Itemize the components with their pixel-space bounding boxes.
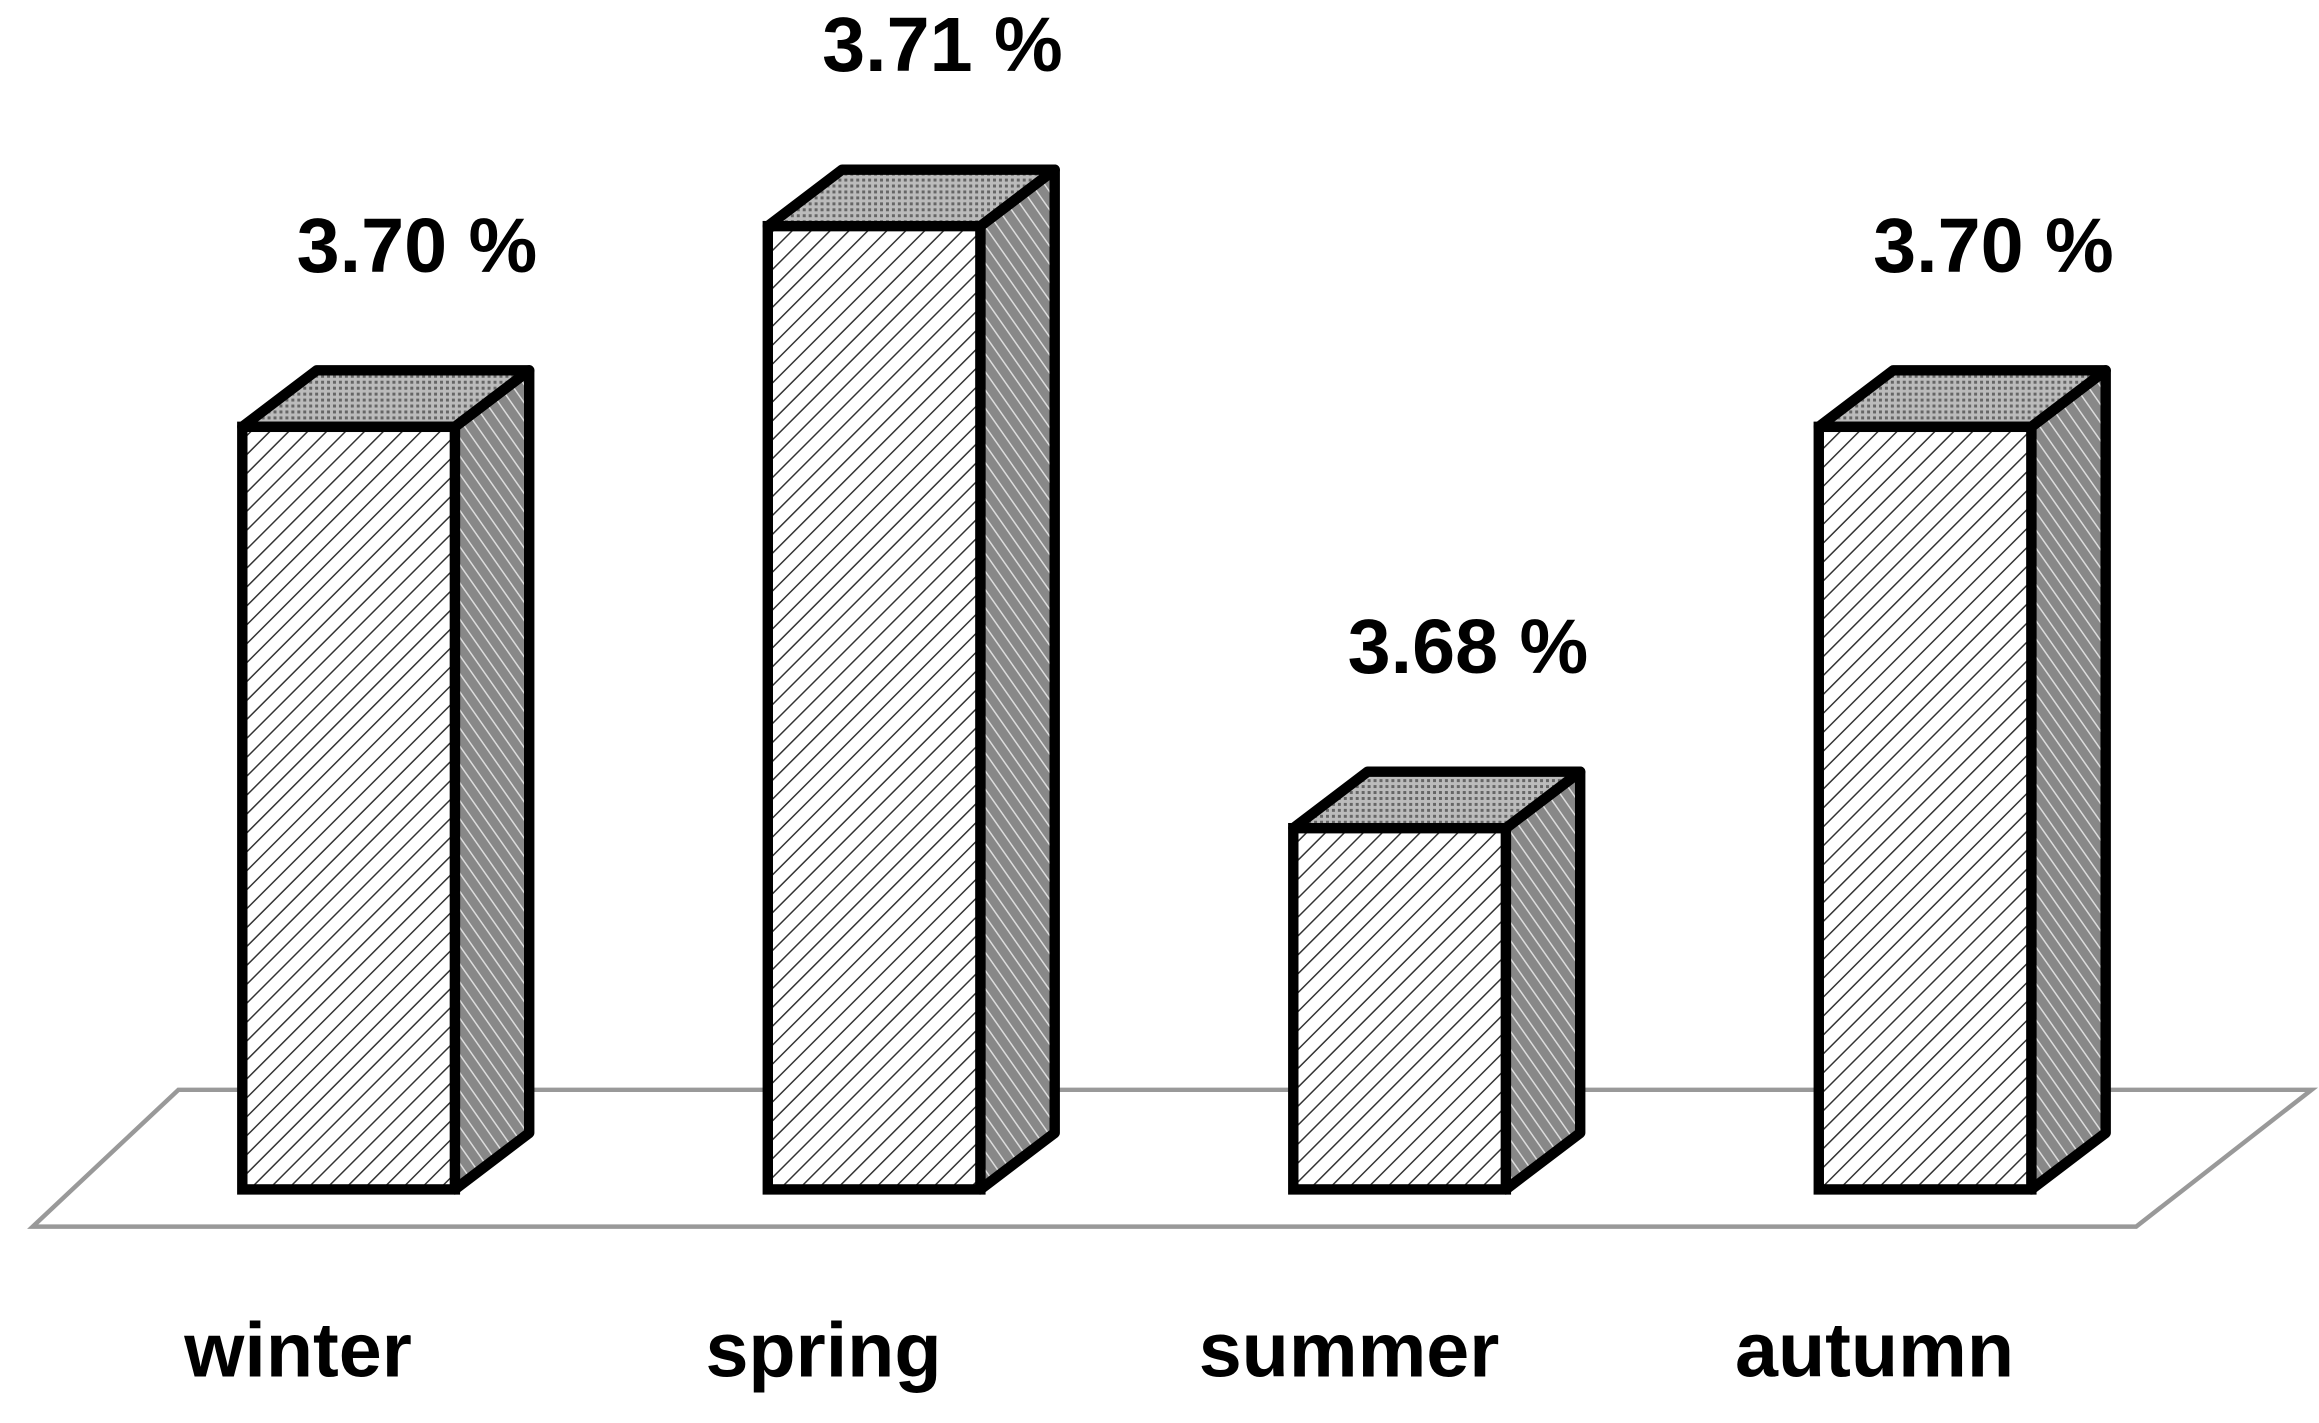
x-tick-label: summer — [1199, 1307, 1500, 1393]
value-label: 3.70 % — [1873, 203, 2114, 289]
value-label: 3.71 % — [822, 2, 1063, 88]
x-tick-label: winter — [183, 1307, 412, 1393]
bar-side — [449, 365, 535, 1195]
bar — [1288, 822, 1512, 1195]
value-label: 3.70 % — [297, 203, 538, 289]
bar-side — [975, 164, 1060, 1195]
bar-side — [1500, 766, 1586, 1195]
bar-side — [2026, 365, 2111, 1195]
floor — [27, 1087, 2319, 1229]
bar — [1813, 421, 2037, 1195]
bar — [762, 220, 986, 1195]
x-tick-label: spring — [705, 1307, 941, 1393]
bar — [237, 421, 461, 1195]
x-tick-label: autumn — [1735, 1307, 2014, 1393]
value-label: 3.68 % — [1348, 604, 1589, 690]
